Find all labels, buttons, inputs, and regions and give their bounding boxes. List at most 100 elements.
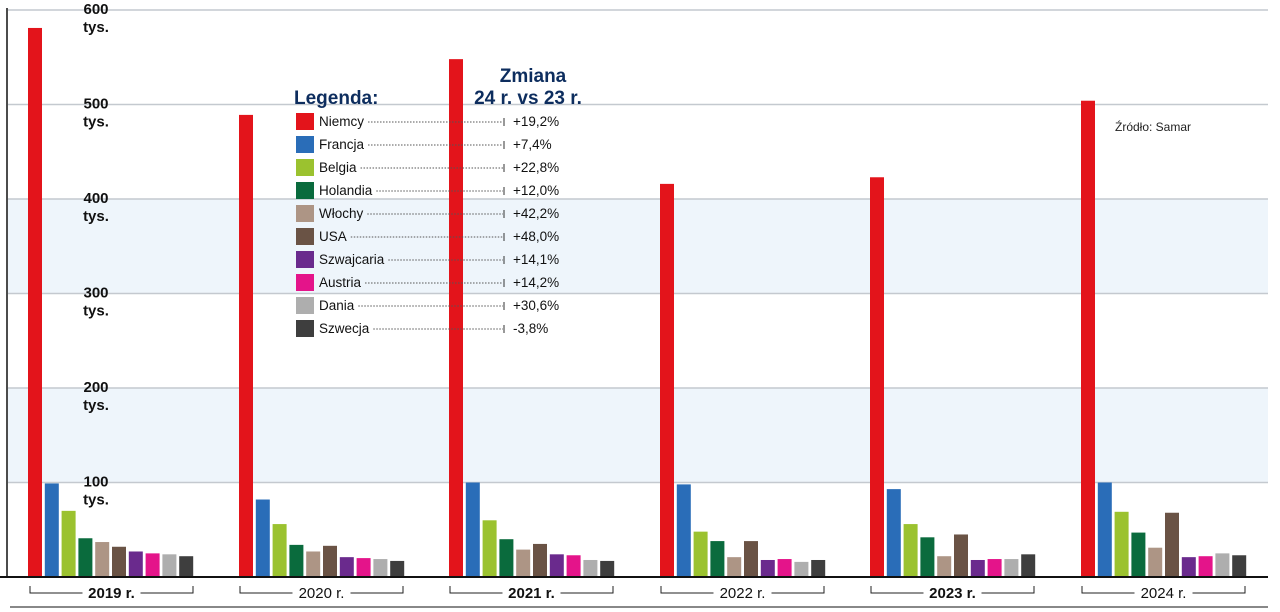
- category-label-bg: [713, 582, 772, 602]
- bar-1-5: [323, 545, 337, 577]
- legend-item-6: Szwajcaria +14,1%: [296, 251, 559, 268]
- legend-item-8: Dania +30,6%: [296, 297, 559, 314]
- bar-4-9: [1021, 554, 1036, 577]
- bar-0-8: [162, 554, 177, 577]
- bar-5-5: [1165, 512, 1179, 577]
- bar-5-6: [1181, 557, 1196, 577]
- legend-change: -3,8%: [513, 321, 548, 336]
- bar-2-5: [533, 543, 547, 577]
- bar-3-5: [744, 541, 758, 577]
- x-category-4: 2023 r.: [870, 582, 1035, 602]
- bar-5-8: [1215, 553, 1230, 577]
- y-tick-label: 600: [83, 1, 108, 18]
- legend: Legenda: Zmiana 24 r. vs 23 r. Niemcy +19…: [294, 66, 582, 337]
- bar-4-4: [937, 556, 952, 577]
- bar-3-7: [777, 559, 792, 577]
- legend-label: Dania: [319, 298, 355, 313]
- bar-0-2: [61, 510, 76, 577]
- bar-4-2: [903, 524, 918, 577]
- legend-label: Francja: [319, 137, 365, 152]
- band-0: [8, 388, 1268, 483]
- bar-2-9: [600, 560, 615, 577]
- x-category-1: 2020 r.: [239, 582, 404, 602]
- bar-2-6: [549, 554, 564, 577]
- legend-item-9: Szwecja -3,8%: [296, 320, 548, 337]
- legend-item-4: Włochy +42,2%: [296, 205, 559, 222]
- x-category-0: 2019 r.: [29, 582, 194, 602]
- bar-1-3: [289, 544, 304, 577]
- bar-3-3: [710, 541, 725, 577]
- bar-5-4: [1148, 547, 1163, 577]
- bar-3-2: [693, 531, 708, 577]
- bar-2-8: [583, 559, 598, 577]
- legend-label: USA: [319, 229, 347, 244]
- bar-0-5: [112, 546, 126, 577]
- gridlines: [8, 9, 1268, 484]
- x-tick-label: 2021 r.: [508, 585, 555, 602]
- bars: [28, 27, 1247, 578]
- legend-label: Włochy: [319, 206, 364, 221]
- bar-2-3: [499, 539, 514, 577]
- bar-5-0: [1081, 100, 1095, 577]
- bar-0-6: [128, 551, 143, 577]
- bar-1-1: [255, 499, 270, 577]
- category-label-bg: [923, 582, 982, 602]
- legend-swatch: [296, 297, 314, 314]
- x-category-3: 2022 r.: [660, 582, 825, 602]
- bar-4-8: [1004, 559, 1019, 577]
- bar-1-8: [373, 559, 388, 577]
- bar-0-1: [44, 483, 59, 577]
- bar-1-7: [356, 558, 371, 577]
- legend-change: +7,4%: [513, 137, 552, 152]
- legend-change: +19,2%: [513, 114, 559, 129]
- legend-label: Belgia: [319, 160, 357, 175]
- bar-4-3: [920, 537, 935, 577]
- legend-label: Szwajcaria: [319, 252, 385, 267]
- legend-label: Szwecja: [319, 321, 370, 336]
- bar-1-9: [390, 560, 405, 577]
- legend-swatch: [296, 251, 314, 268]
- bar-2-1: [465, 482, 480, 577]
- background-bands: [8, 199, 1268, 483]
- bar-4-5: [954, 534, 968, 577]
- legend-change: +48,0%: [513, 229, 559, 244]
- bar-3-1: [676, 484, 691, 577]
- bar-3-6: [760, 559, 775, 577]
- change-title-line2: 24 r. vs 23 r.: [474, 88, 582, 109]
- legend-swatch: [296, 205, 314, 222]
- y-tick-label: 200: [83, 379, 108, 396]
- category-label-bg: [1134, 582, 1193, 602]
- legend-title: Legenda:: [294, 88, 378, 109]
- legend-change: +14,1%: [513, 252, 559, 267]
- x-tick-label: 2023 r.: [929, 585, 976, 602]
- bar-3-4: [727, 557, 742, 577]
- bar-5-1: [1097, 482, 1112, 577]
- y-tick-unit: tys.: [83, 397, 109, 414]
- legend-swatch: [296, 136, 314, 153]
- x-axis-ticks: 2019 r. 2020 r. 2021 r. 2022 r. 2023 r. 2024 …: [29, 582, 1246, 602]
- bar-4-7: [987, 559, 1002, 577]
- y-tick-unit: tys.: [83, 492, 109, 509]
- y-tick-unit: tys.: [83, 19, 109, 36]
- bar-2-7: [566, 555, 581, 577]
- category-label-bg: [82, 582, 141, 602]
- bar-1-2: [272, 524, 287, 577]
- bar-0-0: [28, 27, 42, 577]
- legend-item-1: Francja +7,4%: [296, 136, 552, 153]
- bar-4-1: [886, 489, 901, 577]
- legend-label: Niemcy: [319, 114, 364, 129]
- y-axis-ticks: 100tys.200tys.300tys.400tys.500tys.600ty…: [83, 1, 109, 509]
- x-category-5: 2024 r.: [1081, 582, 1246, 602]
- category-label-bg: [292, 582, 351, 602]
- y-tick-label: 100: [83, 474, 108, 491]
- y-tick-label: 400: [83, 190, 108, 207]
- bar-1-0: [239, 114, 253, 578]
- legend-swatch: [296, 274, 314, 291]
- bar-5-3: [1131, 532, 1146, 577]
- bar-1-4: [306, 551, 321, 577]
- band-1: [8, 199, 1268, 294]
- change-title-line1: Zmiana: [500, 66, 567, 87]
- bar-2-2: [482, 520, 497, 577]
- x-category-2: 2021 r.: [449, 582, 614, 602]
